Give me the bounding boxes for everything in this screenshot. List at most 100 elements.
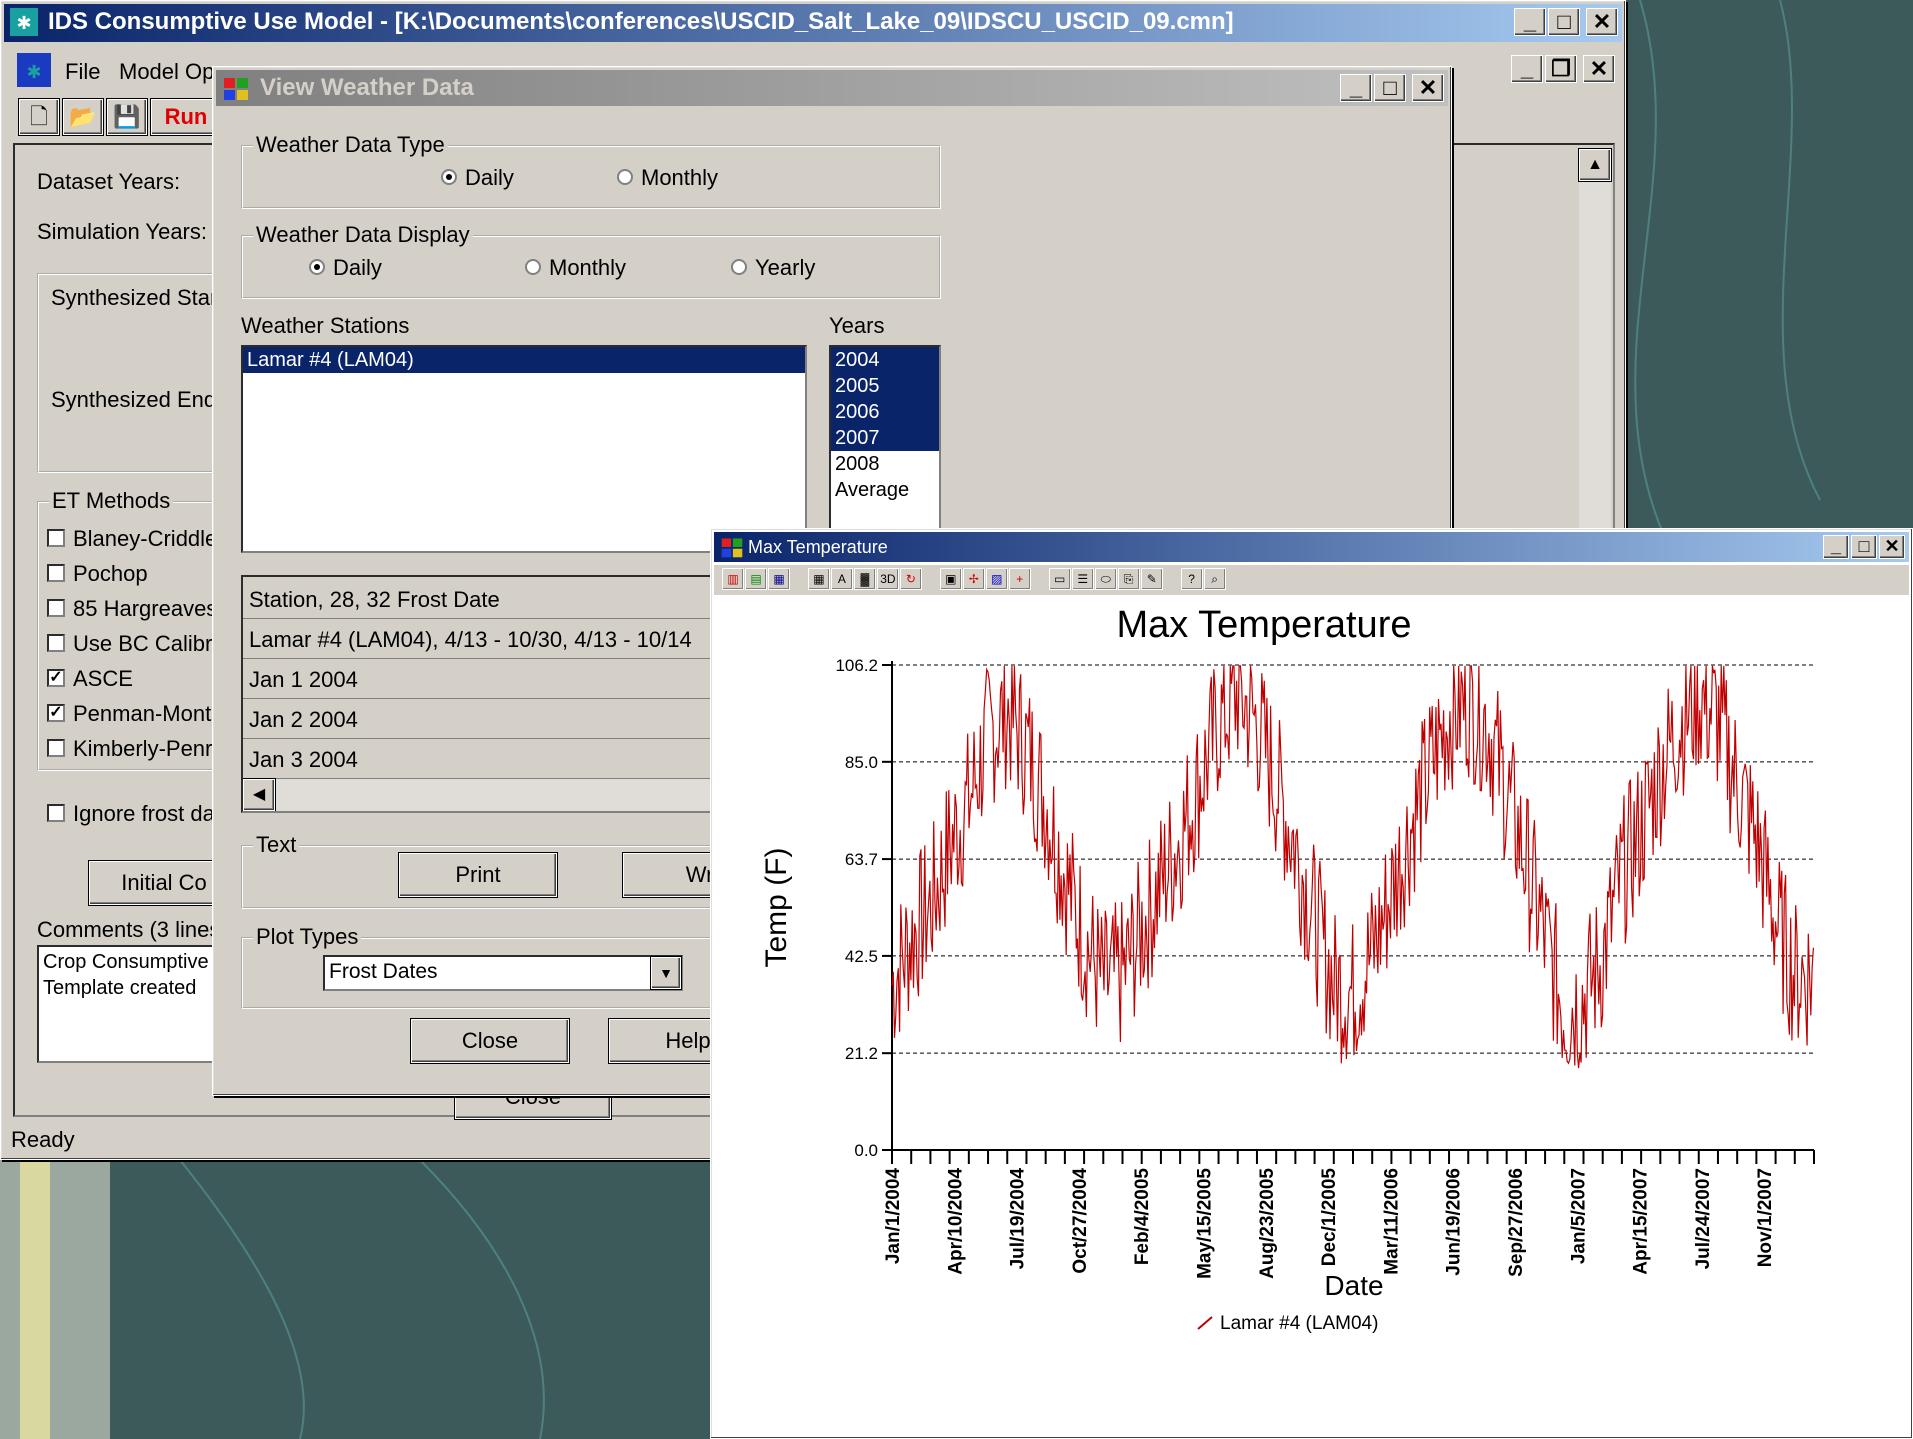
area-chart-icon[interactable]: ▤: [745, 568, 767, 590]
et-method-checkbox[interactable]: 85 Hargreaves: [47, 591, 223, 626]
radio-icon: [617, 169, 633, 186]
et-method-checkbox[interactable]: ✓ Penman-Monte: [47, 696, 223, 731]
scroll-left-icon[interactable]: ◀: [243, 779, 275, 811]
synthesized-start-label: Synthesized Star: [51, 285, 218, 310]
plot-type-select[interactable]: Frost Dates ▼: [323, 955, 683, 991]
display-yearly-label: Yearly: [755, 255, 816, 280]
comment-line-1: Crop Consumptive: [43, 951, 209, 973]
radio-selected-icon: [441, 169, 457, 186]
radio-icon: [525, 259, 541, 276]
grid-lines-icon[interactable]: ▓: [853, 568, 876, 590]
legend-label: Lamar #4 (LAM04): [1220, 1313, 1378, 1334]
checkbox-icon: [47, 564, 65, 583]
x-tick-label: Dec/1/2005: [1319, 1168, 1340, 1267]
et-method-checkbox[interactable]: Use BC Calibr: [47, 626, 223, 661]
y-tick-label: 42.5: [845, 947, 878, 966]
type-monthly-radio[interactable]: Monthly: [617, 165, 718, 191]
weather-dialog-titlebar[interactable]: View Weather Data _ □ ✕: [216, 70, 1448, 106]
menu-model-options[interactable]: Model Op: [119, 59, 215, 84]
close-icon[interactable]: ✕: [1586, 8, 1618, 36]
text-icon[interactable]: A: [830, 568, 853, 590]
plot-type-value: Frost Dates: [329, 960, 438, 983]
et-method-label: Blaney-Criddle: [73, 526, 218, 551]
main-titlebar[interactable]: ✱ IDS Consumptive Use Model - [K:\Docume…: [4, 4, 1622, 42]
x-tick-label: Apr/10/2004: [945, 1168, 966, 1275]
year-item[interactable]: 2006: [831, 399, 939, 425]
text-group-title: Text: [253, 832, 300, 858]
rotate-icon[interactable]: ↻: [899, 568, 922, 590]
checkbox-checked-icon: ✓: [47, 669, 65, 688]
3d-icon[interactable]: 3D: [876, 568, 899, 590]
data-grid-icon[interactable]: ▦: [807, 568, 830, 590]
ignore-frost-checkbox[interactable]: Ignore frost da: [47, 801, 215, 827]
chart-maximize-icon[interactable]: □: [1851, 535, 1877, 559]
new-file-icon[interactable]: 🗋: [19, 99, 59, 135]
weather-stations-list[interactable]: Lamar #4 (LAM04): [241, 345, 807, 553]
type-daily-radio[interactable]: Daily: [441, 165, 514, 191]
chart-titlebar[interactable]: Max Temperature _ □ ✕: [714, 532, 1909, 562]
year-item[interactable]: 2004: [831, 347, 939, 373]
child-minimize-icon[interactable]: _: [1511, 55, 1543, 83]
dialog-close-button[interactable]: Close: [411, 1019, 569, 1063]
scroll-up-icon[interactable]: ▲: [1579, 149, 1611, 181]
save-icon[interactable]: 💾: [107, 99, 147, 135]
years-list[interactable]: 2004 2005 2006 2007 2008 Average: [829, 345, 941, 553]
type-daily-label: Daily: [465, 165, 514, 190]
comments-textarea[interactable]: Crop Consumptive Template created: [37, 945, 227, 1063]
menu-file[interactable]: File: [65, 59, 101, 84]
dialog-close-icon[interactable]: ✕: [1412, 74, 1444, 102]
legend-swatch: [1197, 1316, 1213, 1330]
pen-icon[interactable]: ✎: [1140, 568, 1163, 590]
open-folder-icon[interactable]: 📂: [63, 99, 103, 135]
bar-chart-icon[interactable]: ▥: [722, 568, 744, 590]
dialog-maximize-icon[interactable]: □: [1374, 74, 1406, 102]
copy-icon[interactable]: ⎘: [1117, 568, 1140, 590]
app-icon: ✱: [10, 8, 38, 36]
chart-close-icon[interactable]: ✕: [1879, 535, 1905, 559]
et-method-checkbox[interactable]: Blaney-Criddle: [47, 521, 223, 556]
year-item[interactable]: 2008: [835, 453, 880, 475]
legend-icon[interactable]: ▭: [1048, 568, 1071, 590]
radio-icon: [731, 259, 747, 276]
legend-color-icon[interactable]: ▨: [985, 568, 1008, 590]
y-axis-label: Temp (F): [760, 848, 793, 968]
display-monthly-radio[interactable]: Monthly: [525, 255, 626, 281]
crosshair-icon[interactable]: +: [1008, 568, 1031, 590]
checkbox-icon: [47, 529, 65, 548]
zoom-box-icon[interactable]: ▣: [939, 568, 962, 590]
help-icon[interactable]: ?: [1180, 568, 1203, 590]
chart-minimize-icon[interactable]: _: [1823, 535, 1849, 559]
et-method-checkbox[interactable]: Pochop: [47, 556, 223, 591]
tag-icon[interactable]: ⬭: [1094, 568, 1117, 590]
et-method-checkbox[interactable]: Kimberly-Penr: [47, 731, 223, 766]
minimize-icon[interactable]: _: [1514, 8, 1546, 36]
svg-text:✱: ✱: [26, 62, 41, 83]
maximize-icon[interactable]: □: [1548, 8, 1580, 36]
et-method-checkbox[interactable]: ✓ ASCE: [47, 661, 223, 696]
child-close-icon[interactable]: ✕: [1583, 55, 1615, 83]
dialog-minimize-icon[interactable]: _: [1340, 74, 1372, 102]
year-item[interactable]: 2007: [831, 425, 939, 451]
dropdown-arrow-icon[interactable]: ▼: [651, 957, 681, 989]
vertical-scrollbar[interactable]: ▲: [1579, 149, 1611, 549]
x-tick-label: Nov/1/2007: [1755, 1168, 1776, 1267]
x-tick-label: May/15/2005: [1194, 1168, 1215, 1279]
station-item[interactable]: Lamar #4 (LAM04): [243, 347, 805, 373]
x-tick-label: Jul/19/2004: [1008, 1168, 1029, 1270]
x-tick-label: Oct/27/2004: [1070, 1168, 1091, 1274]
scatter-icon[interactable]: ✢: [962, 568, 985, 590]
display-yearly-radio[interactable]: Yearly: [731, 255, 815, 281]
y-tick-label: 63.7: [845, 850, 878, 869]
display-daily-radio[interactable]: Daily: [309, 255, 382, 281]
main-title: IDS Consumptive Use Model - [K:\Document…: [48, 8, 1234, 35]
year-item[interactable]: Average: [835, 479, 910, 501]
magnify-icon[interactable]: ⌕: [1203, 568, 1226, 590]
child-restore-icon[interactable]: ❐: [1545, 55, 1577, 83]
series-legend-icon[interactable]: ☰: [1071, 568, 1094, 590]
print-button[interactable]: Print: [399, 853, 557, 897]
simulation-years-label: Simulation Years:: [37, 219, 207, 244]
year-item[interactable]: 2005: [831, 373, 939, 399]
run-button[interactable]: Run: [151, 99, 221, 135]
gallery-icon[interactable]: ▦: [768, 568, 790, 590]
status-text: Ready: [11, 1127, 75, 1152]
